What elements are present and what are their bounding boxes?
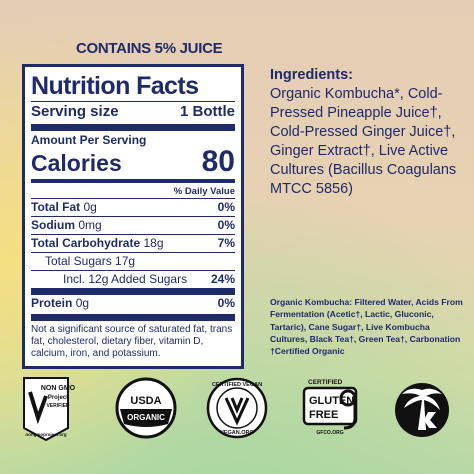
nutrient-amount: 0mg xyxy=(78,218,102,232)
nutrient-row: Total Sugars 17g xyxy=(31,252,235,270)
kombucha-footnote: †Certified Organic xyxy=(270,346,345,357)
nutrient-row: Incl. 12g Added Sugars 24% xyxy=(31,270,235,288)
serving-row: Serving size 1 Bottle xyxy=(31,102,235,122)
nutrient-dv: 0% xyxy=(217,218,235,232)
gf-url: GFCO.ORG xyxy=(316,430,343,436)
juice-note: CONTAINS 5% JUICE xyxy=(76,40,223,57)
nutrient-name: Incl. 12g Added Sugars xyxy=(63,271,187,288)
non-gmo-middle: Project xyxy=(48,395,68,401)
usda-bottom: ORGANIC xyxy=(127,413,165,422)
nutrient-amount: 18g xyxy=(143,236,164,250)
gf-line2: FREE xyxy=(309,409,338,421)
calories-row: Calories 80 xyxy=(31,147,235,177)
non-gmo-url: nongmoproject.org xyxy=(25,432,66,437)
rule xyxy=(31,179,235,183)
nutrient-amount: 0g xyxy=(75,296,90,310)
nutrient-label: Total Fat xyxy=(31,200,81,214)
nutrient-label: Total Sugars 17g xyxy=(45,254,136,268)
nutrient-amount: 0g xyxy=(83,200,97,214)
nutrient-name: Total Sugars 17g xyxy=(45,253,135,270)
kombucha-note: Organic Kombucha: Filtered Water, Acids … xyxy=(270,296,466,357)
vegan-badge: CERTIFIED VEGAN VEGAN.ORG xyxy=(206,377,268,439)
nutrient-name: Sodium 0mg xyxy=(31,217,102,234)
nutrient-row: Protein 0g 0% xyxy=(31,288,235,312)
kombucha-text: Organic Kombucha: Filtered Water, Acids … xyxy=(270,297,463,344)
brand-logo xyxy=(395,383,449,437)
non-gmo-badge: NON GMO Project VERIFIED nongmoproject.o… xyxy=(23,377,76,442)
calories-value: 80 xyxy=(201,145,235,178)
nutrient-label: Protein xyxy=(31,296,73,310)
nutrient-name: Protein 0g xyxy=(31,295,89,312)
non-gmo-bottom: VERIFIED xyxy=(46,403,69,409)
daily-value-header: % Daily Value xyxy=(173,186,235,197)
nutrient-dv: 0% xyxy=(217,296,235,310)
amount-per-serving: Amount Per Serving xyxy=(31,133,147,147)
ingredients: Ingredients: Organic Kombucha*, Cold-Pre… xyxy=(270,66,468,199)
serving-value: 1 Bottle xyxy=(179,103,235,120)
nutrient-dv: 0% xyxy=(217,200,235,214)
rule xyxy=(31,314,235,321)
nf-title: Nutrition Facts xyxy=(31,72,199,100)
rule xyxy=(31,124,235,131)
nutrient-dv: 7% xyxy=(217,236,235,250)
non-gmo-top: NON GMO xyxy=(41,385,76,392)
serving-label: Serving size xyxy=(31,103,119,120)
ingredients-title: Ingredients: xyxy=(270,67,353,83)
gf-top: CERTIFIED xyxy=(308,379,343,386)
nutrient-row: Total Carbohydrate 18g 7% xyxy=(31,234,235,252)
ingredients-text: Organic Kombucha*, Cold-Pressed Pineappl… xyxy=(270,86,457,197)
nutrient-label: Total Carbohydrate xyxy=(31,236,141,250)
nutrient-rows: Total Fat 0g 0% Sodium 0mg 0% Total Carbohyd… xyxy=(31,198,235,312)
certification-icons: NON GMO Project VERIFIED nongmoproject.o… xyxy=(23,377,449,442)
nutrition-facts-panel: Nutrition Facts Serving size 1 Bottle Am… xyxy=(22,64,244,369)
nutrient-row: Total Fat 0g 0% xyxy=(31,198,235,216)
usda-badge: USDA ORGANIC xyxy=(115,377,177,439)
rule xyxy=(31,101,235,102)
nf-footnote: Not a significant source of saturated fa… xyxy=(31,324,233,359)
calories-label: Calories xyxy=(31,150,122,176)
nutrient-name: Total Fat 0g xyxy=(31,199,97,216)
nutrient-label: Sodium xyxy=(31,218,75,232)
nutrient-label: Incl. 12g Added Sugars xyxy=(63,272,188,286)
gluten-free-badge: CERTIFIED GLUTEN FREE GFCO.ORG xyxy=(302,379,358,436)
nutrient-row: Sodium 0mg 0% xyxy=(31,216,235,234)
usda-top: USDA xyxy=(130,395,161,407)
nutrient-dv: 24% xyxy=(210,272,235,286)
vegan-bottom: VEGAN.ORG xyxy=(220,430,254,436)
nutrient-name: Total Carbohydrate 18g xyxy=(31,235,164,252)
vegan-top: CERTIFIED VEGAN xyxy=(212,382,262,388)
